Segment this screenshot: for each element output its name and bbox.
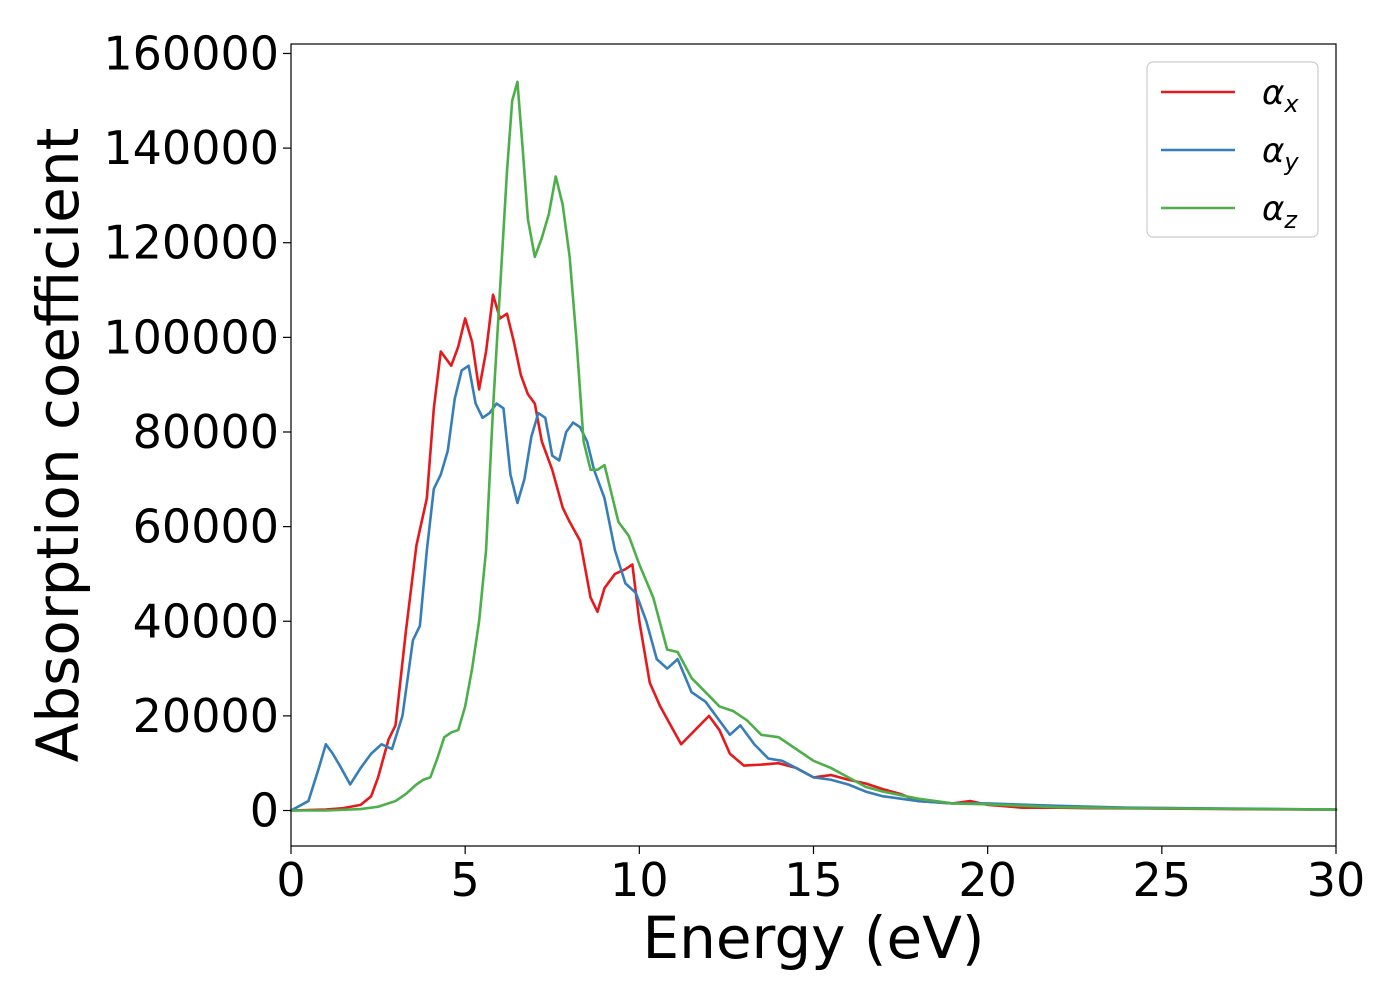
x-tick-label: 30	[1307, 853, 1366, 907]
y-axis-ticks: 0 20000 40000 60000 80000 100000 120000 140000 1…	[103, 26, 291, 838]
y-tick-label: 140000	[103, 121, 279, 175]
series-line-x	[289, 293, 1338, 812]
x-tick-label: 0	[276, 853, 305, 907]
legend-subscript: x	[1283, 90, 1299, 118]
y-tick-label: 120000	[103, 216, 279, 270]
legend-subscript: y	[1283, 148, 1299, 176]
x-axis-ticks: 0 5 10 15 20 25 30	[276, 846, 1365, 907]
series-line-y	[289, 364, 1338, 812]
legend-subscript: z	[1283, 206, 1298, 234]
legend-symbol: α	[1262, 189, 1284, 229]
y-tick-label: 0	[250, 784, 279, 838]
y-tick-label: 60000	[133, 500, 279, 554]
plot-area	[289, 80, 1338, 812]
y-tick-label: 40000	[133, 594, 279, 648]
x-tick-label: 25	[1133, 853, 1192, 907]
legend-label-y: αy	[1262, 131, 1299, 176]
legend-label-z: αz	[1262, 189, 1298, 234]
y-tick-label: 160000	[103, 26, 279, 80]
x-tick-label: 5	[451, 853, 480, 907]
y-tick-label: 100000	[103, 310, 279, 364]
x-axis-title: Energy (eV)	[642, 904, 984, 972]
y-axis-title: Absorption coefficient	[24, 128, 92, 763]
legend-symbol: α	[1262, 73, 1284, 113]
x-tick-label: 15	[784, 853, 843, 907]
series-line-z	[289, 80, 1338, 812]
y-tick-label: 20000	[133, 689, 279, 743]
x-tick-label: 10	[610, 853, 669, 907]
legend-label-x: αx	[1262, 73, 1299, 118]
y-tick-label: 80000	[133, 405, 279, 459]
legend-symbol: α	[1262, 131, 1284, 171]
x-tick-label: 20	[958, 853, 1017, 907]
